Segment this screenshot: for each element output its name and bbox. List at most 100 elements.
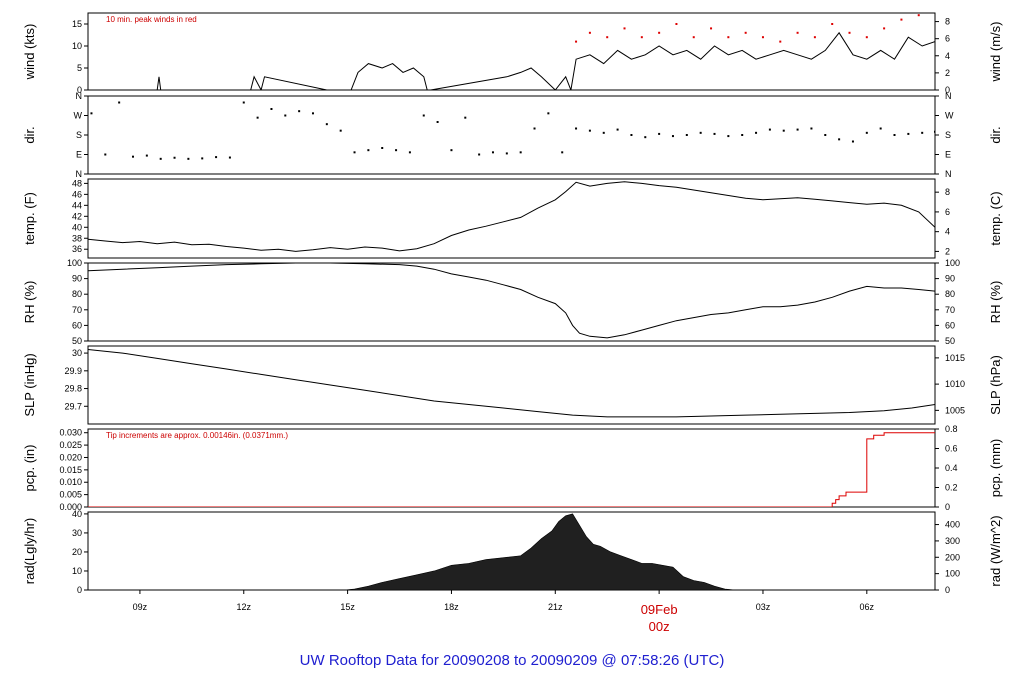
temp-right-tick-label: 6: [945, 207, 950, 217]
dir-point: [644, 136, 647, 139]
x-tick-label: 06z: [860, 602, 875, 612]
dir-point: [436, 121, 439, 123]
dir-point: [284, 114, 287, 117]
temp-left-tick-label: 44: [72, 200, 82, 210]
x-tick-label: 18z: [444, 602, 459, 612]
rad-ylabel-right: rad (W/m^2): [988, 515, 1003, 586]
wind-point: [727, 36, 730, 39]
wind-point: [900, 18, 903, 21]
wind-point: [692, 36, 695, 39]
wind-right-tick-label: 2: [945, 68, 950, 78]
rad-ylabel-left: rad(Lgly/hr): [22, 518, 37, 584]
wind-frame: [87, 12, 936, 91]
dir-point: [685, 134, 688, 136]
temp-left-tick-label: 36: [72, 244, 82, 254]
slp-ylabel-left: SLP (inHg): [22, 353, 37, 416]
pcp-left-tick-label: 0.005: [59, 490, 82, 500]
dir-right-tick-label: N: [945, 169, 952, 179]
dir-point: [547, 112, 550, 115]
dir-point: [325, 123, 328, 126]
dir-point: [741, 134, 744, 136]
pcp-left-tick-label: 0.030: [59, 428, 82, 438]
dir-point: [395, 149, 398, 152]
wind-point: [623, 27, 626, 30]
pcp-left-tick-label: 0.020: [59, 452, 82, 462]
pcp-left-tick-label: 0.010: [59, 477, 82, 487]
dir-left-tick-label: E: [76, 150, 82, 160]
dir-left-tick-label: W: [74, 111, 83, 121]
rad-left-tick-label: 0: [77, 585, 82, 595]
slp-data: [88, 349, 935, 418]
slp-left-tick-label: 29.9: [64, 366, 82, 376]
pcp-right-tick-label: 0.6: [945, 444, 958, 454]
x-tick-label: 09z: [133, 602, 148, 612]
temp-data: [88, 181, 935, 252]
dir-point: [159, 157, 162, 160]
slp-left-tick-label: 30: [72, 348, 82, 358]
dir-point: [658, 132, 661, 135]
rad-left-tick-label: 20: [72, 547, 82, 557]
rad-area: [88, 513, 935, 590]
dir-point: [616, 128, 619, 131]
wind-point: [575, 40, 578, 43]
x-tick-label: 21z: [548, 602, 563, 612]
dir-right-tick-label: S: [945, 130, 951, 140]
dir-point: [491, 151, 494, 154]
wind-left-tick-label: 5: [77, 63, 82, 73]
wind-left-tick-label: 15: [72, 19, 82, 29]
rad-right-tick-label: 100: [945, 569, 960, 579]
dir-point: [865, 131, 868, 134]
dir-point: [907, 132, 910, 135]
pcp-right-tick-label: 0.8: [945, 424, 958, 434]
dir-point: [588, 129, 591, 132]
pcp-frame: [87, 428, 936, 508]
wind-left-tick-label: 10: [72, 41, 82, 51]
dir-point: [131, 155, 134, 158]
dir-point: [602, 131, 605, 134]
dir-point: [422, 114, 425, 117]
dir-point: [228, 156, 231, 159]
dir-point: [630, 134, 633, 136]
dir-point: [713, 132, 716, 135]
dir-point: [270, 108, 273, 110]
dir-point: [298, 110, 301, 113]
rad-left-tick-label: 40: [72, 509, 82, 519]
dir-point: [381, 147, 384, 149]
pcp-left-tick-label: 0.015: [59, 465, 82, 475]
wind-point: [831, 23, 834, 25]
dir-point: [671, 135, 674, 138]
dir-point: [104, 153, 107, 156]
dir-point: [727, 135, 730, 138]
slp-left-tick-label: 29.8: [64, 384, 82, 394]
wind-panel: 0 5 10 15 0 2 4 6 8 wind (kts) wind (m/s) 10 min. p…: [22, 12, 1003, 95]
dir-point: [810, 127, 813, 130]
dir-ylabel-left: dir.: [22, 126, 37, 143]
dir-point: [201, 157, 204, 160]
dir-point: [353, 151, 356, 154]
dir-point: [838, 138, 841, 141]
wind-data: [88, 14, 935, 90]
rh-right-tick-label: 90: [945, 274, 955, 284]
dir-point: [367, 149, 370, 152]
wind-point: [710, 27, 713, 30]
x-day-label: 09Feb: [641, 602, 678, 617]
wind-point: [640, 36, 643, 39]
wind-right-tick-label: 8: [945, 17, 950, 27]
rh-left-tick-label: 60: [72, 320, 82, 330]
temp-left-tick-label: 48: [72, 178, 82, 188]
dir-point: [256, 116, 259, 119]
rh-left-tick-label: 90: [72, 274, 82, 284]
pcp-left-tick-label: 0.025: [59, 440, 82, 450]
slp-line: [88, 349, 935, 418]
wind-right-tick-label: 6: [945, 34, 950, 44]
x-tick-label: 03z: [756, 602, 771, 612]
rh-left-tick-label: 80: [72, 289, 82, 299]
rh-ylabel-left: RH (%): [22, 281, 37, 324]
x-tick-label: 15z: [340, 602, 355, 612]
dir-point: [145, 154, 148, 157]
wind-point: [848, 31, 851, 34]
pcp-ylabel-right: pcp. (mm): [988, 439, 1003, 498]
